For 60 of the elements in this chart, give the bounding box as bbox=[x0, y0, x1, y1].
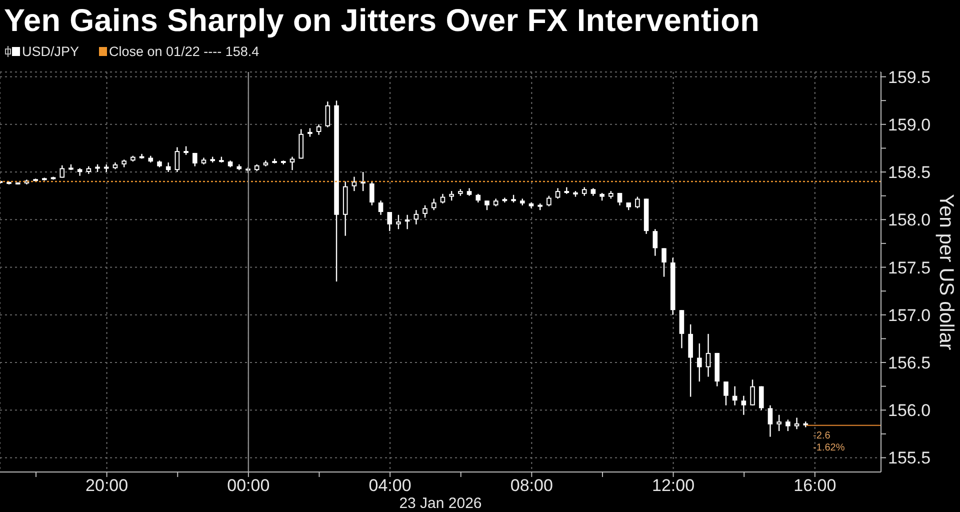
y-axis-title: Yen per US dollar bbox=[935, 194, 957, 350]
candlestick bbox=[758, 386, 764, 411]
y-tick-label: 158.5 bbox=[888, 163, 931, 182]
candlestick bbox=[316, 124, 322, 136]
candlestick bbox=[697, 342, 702, 382]
candlestick bbox=[422, 204, 428, 218]
candlestick bbox=[617, 192, 622, 206]
annotation: -1.62% bbox=[813, 442, 845, 454]
candlestick bbox=[652, 228, 658, 256]
y-tick-label: 158.0 bbox=[888, 210, 931, 230]
candlestick bbox=[635, 196, 640, 209]
candlestick bbox=[60, 164, 65, 178]
candlestick bbox=[750, 379, 755, 406]
candlestick bbox=[484, 200, 490, 211]
y-tick-label: 159.5 bbox=[888, 68, 931, 87]
candlestick bbox=[724, 380, 728, 406]
candlestick bbox=[786, 419, 790, 432]
candlestick bbox=[662, 248, 666, 278]
legend-label: USD/JPY bbox=[22, 44, 80, 59]
x-axis-title: 23 Jan 2026 bbox=[399, 495, 482, 512]
candlestick bbox=[776, 414, 782, 432]
candlestick bbox=[325, 100, 330, 128]
chart-title: Yen Gains Sharply on Jitters Over FX Intervention bbox=[4, 2, 760, 38]
x-tick-label: 20:00 bbox=[86, 476, 128, 496]
candlestick bbox=[794, 417, 800, 430]
candlestick bbox=[360, 171, 366, 192]
candlestick bbox=[706, 333, 711, 378]
x-tick-label: 08:00 bbox=[510, 476, 553, 496]
candlestick bbox=[440, 193, 446, 204]
candlestick bbox=[298, 128, 304, 160]
y-tick-label: 157.5 bbox=[888, 258, 931, 278]
x-tick-label: 04:00 bbox=[368, 476, 412, 496]
y-tick-label: 156.0 bbox=[888, 401, 931, 420]
x-tick-label: 00:00 bbox=[227, 476, 270, 496]
candlestick bbox=[387, 211, 392, 232]
candlestick bbox=[290, 156, 295, 171]
y-tick-label: 157.0 bbox=[888, 306, 931, 325]
candlestick bbox=[378, 200, 384, 216]
y-tick-label: 159.0 bbox=[888, 115, 931, 134]
candlestick bbox=[768, 404, 773, 438]
candlestick bbox=[431, 198, 436, 211]
x-tick-label: 16:00 bbox=[794, 476, 836, 496]
candlestick bbox=[741, 395, 746, 416]
annotation: -2.6 bbox=[813, 430, 831, 442]
candlestick bbox=[555, 188, 560, 200]
candlestick bbox=[352, 176, 357, 192]
legend-label: Close on 01/22 ---- 158.4 bbox=[109, 44, 260, 59]
candlestick bbox=[449, 190, 454, 202]
candlestick bbox=[192, 152, 198, 167]
candlestick bbox=[546, 195, 552, 207]
candlestick bbox=[688, 324, 693, 398]
y-tick-label: 156.5 bbox=[888, 354, 931, 373]
y-tick-label: 155.5 bbox=[888, 448, 931, 468]
candlestick bbox=[370, 180, 374, 206]
x-tick-label: 12:00 bbox=[652, 476, 695, 496]
candlestick bbox=[679, 309, 684, 349]
candlestick bbox=[414, 209, 419, 225]
candlestick bbox=[396, 214, 401, 230]
candlestick bbox=[404, 214, 410, 230]
candlestick bbox=[174, 146, 180, 173]
